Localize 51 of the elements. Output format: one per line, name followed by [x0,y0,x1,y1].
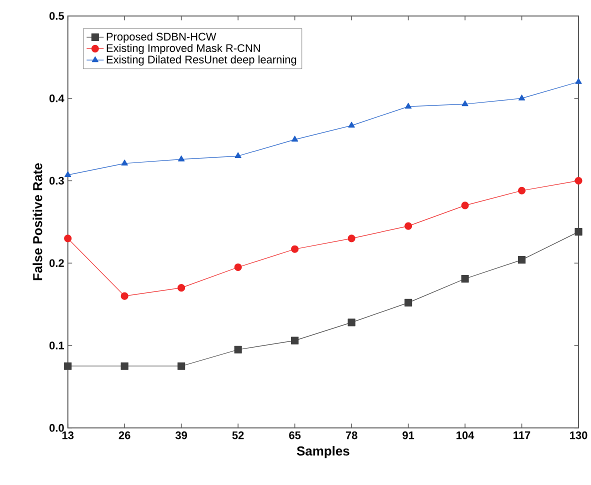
point [178,362,186,370]
point [518,94,526,101]
point [178,284,186,292]
point [178,156,185,162]
point [291,136,298,142]
point [518,186,526,195]
point [518,256,526,264]
point [575,78,582,84]
x-tick-label: 91 [402,432,414,440]
legend-label: Existing Dilated ResUnet deep learning [106,56,296,66]
point [348,318,356,326]
point [404,299,412,307]
point [404,222,412,230]
point [234,346,242,354]
point [348,122,355,128]
x-axis-title: Samples [296,446,350,458]
x-tick-label: 78 [346,432,358,440]
x-tick-label: 13 [62,432,74,440]
y-tick-label: 0.0 [49,424,64,432]
point [64,171,72,178]
y-tick-label: 0.1 [49,342,64,350]
point [64,234,72,242]
x-tick-label: 65 [289,432,301,440]
y-axis-title: False Positive Rate [32,163,42,280]
point [462,100,468,106]
point [120,292,128,300]
point [461,275,469,283]
point [461,202,469,210]
y-tick-label: 0.5 [49,12,64,20]
point [291,336,299,344]
point [348,234,356,242]
legend-label: Existing Improved Mask R-CNN [106,44,260,54]
point [234,152,242,158]
y-tick-label: 0.3 [49,176,64,185]
point [291,245,299,254]
x-tick-label: 104 [456,432,474,440]
point [120,362,128,370]
point [404,102,412,109]
y-tick-label: 0.2 [49,259,64,268]
x-tick-label: 39 [175,432,188,440]
point [574,177,582,185]
x-tick-label: 52 [232,432,244,440]
point [121,160,128,166]
x-tick-label: 26 [118,432,130,440]
x-tick-label: 130 [570,432,588,440]
point [234,264,242,272]
x-tick-label: 117 [514,432,530,440]
legend-label: Proposed SDBN-HCW [106,32,216,43]
point [64,362,72,370]
point [574,228,582,236]
y-tick-label: 0.4 [49,94,64,102]
